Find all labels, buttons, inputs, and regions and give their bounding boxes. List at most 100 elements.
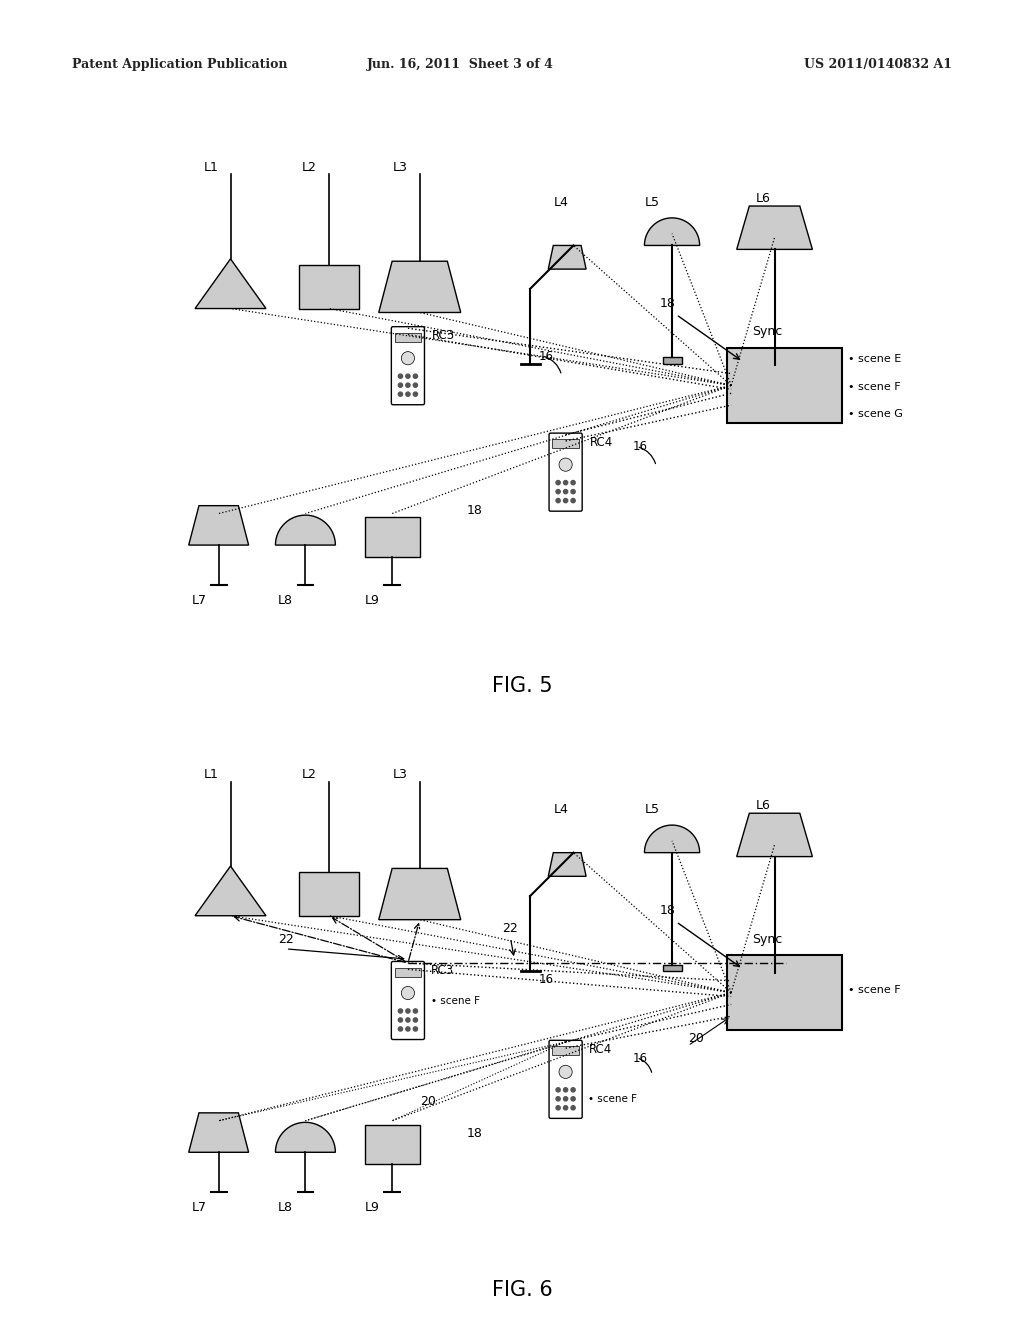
- Circle shape: [559, 1065, 572, 1078]
- Text: L3: L3: [392, 768, 408, 780]
- Text: L2: L2: [302, 161, 316, 173]
- Text: RC4: RC4: [590, 436, 613, 449]
- Text: RC3: RC3: [432, 330, 456, 342]
- Circle shape: [571, 480, 575, 484]
- Bar: [727, 956, 842, 1030]
- Bar: [552, 440, 579, 449]
- Text: 16: 16: [633, 441, 648, 454]
- Circle shape: [563, 499, 567, 503]
- Circle shape: [563, 480, 567, 484]
- Text: RC3: RC3: [431, 965, 454, 977]
- Circle shape: [398, 1018, 402, 1022]
- Text: • scene F: • scene F: [848, 381, 900, 392]
- Circle shape: [406, 383, 410, 387]
- Text: 18: 18: [467, 1126, 483, 1139]
- Text: 22: 22: [278, 933, 294, 946]
- Polygon shape: [548, 246, 586, 269]
- Circle shape: [563, 1097, 567, 1101]
- Circle shape: [398, 392, 402, 396]
- Text: L4: L4: [554, 804, 569, 816]
- Polygon shape: [548, 853, 586, 876]
- Text: 16: 16: [633, 1052, 648, 1065]
- Text: Jun. 16, 2011  Sheet 3 of 4: Jun. 16, 2011 Sheet 3 of 4: [368, 58, 554, 71]
- Circle shape: [556, 1097, 560, 1101]
- Bar: [663, 965, 682, 972]
- Polygon shape: [188, 506, 249, 545]
- Bar: [765, 973, 784, 979]
- Text: 20: 20: [420, 1096, 435, 1107]
- Text: L6: L6: [756, 193, 770, 205]
- Text: FIG. 5: FIG. 5: [492, 676, 553, 697]
- Text: L8: L8: [279, 594, 293, 607]
- Circle shape: [398, 383, 402, 387]
- Polygon shape: [195, 866, 266, 916]
- Circle shape: [556, 1088, 560, 1092]
- Text: L5: L5: [645, 197, 659, 209]
- Polygon shape: [644, 218, 699, 246]
- Bar: [552, 1047, 579, 1056]
- Circle shape: [398, 374, 402, 379]
- Text: L7: L7: [191, 594, 207, 607]
- Bar: [299, 873, 359, 916]
- Bar: [365, 517, 420, 557]
- Bar: [394, 968, 421, 977]
- Text: • scene F: • scene F: [589, 1094, 638, 1104]
- FancyBboxPatch shape: [391, 961, 425, 1040]
- Circle shape: [406, 1018, 410, 1022]
- FancyBboxPatch shape: [549, 1040, 583, 1118]
- Circle shape: [571, 499, 575, 503]
- Bar: [727, 348, 842, 422]
- Text: 18: 18: [660, 297, 676, 310]
- Text: L9: L9: [365, 594, 380, 607]
- Text: Sync: Sync: [753, 326, 782, 338]
- Text: 18: 18: [467, 503, 483, 516]
- Circle shape: [571, 490, 575, 494]
- Circle shape: [563, 1106, 567, 1110]
- Bar: [365, 1125, 420, 1164]
- Text: • scene E: • scene E: [848, 354, 901, 364]
- Circle shape: [398, 1027, 402, 1031]
- Bar: [299, 265, 359, 309]
- Polygon shape: [379, 869, 461, 920]
- Text: 16: 16: [539, 350, 553, 363]
- Polygon shape: [275, 515, 336, 545]
- Text: L1: L1: [204, 768, 218, 780]
- Text: 16: 16: [539, 973, 553, 986]
- Circle shape: [406, 392, 410, 396]
- Circle shape: [556, 490, 560, 494]
- Text: • scene G: • scene G: [848, 409, 903, 420]
- Circle shape: [563, 1088, 567, 1092]
- Text: RC4: RC4: [589, 1043, 611, 1056]
- Polygon shape: [188, 1113, 249, 1152]
- Text: FIG. 6: FIG. 6: [492, 1280, 553, 1300]
- Text: Patent Application Publication: Patent Application Publication: [72, 58, 287, 71]
- Bar: [663, 358, 682, 364]
- Polygon shape: [736, 206, 812, 249]
- Text: L9: L9: [365, 1201, 380, 1214]
- Polygon shape: [644, 825, 699, 853]
- Circle shape: [406, 374, 410, 379]
- Text: • scene F: • scene F: [848, 985, 900, 995]
- Circle shape: [414, 392, 418, 396]
- Bar: [765, 366, 784, 372]
- Text: L6: L6: [756, 800, 770, 812]
- Polygon shape: [195, 259, 266, 309]
- Circle shape: [556, 1106, 560, 1110]
- Text: 20: 20: [688, 1032, 703, 1045]
- Circle shape: [401, 986, 415, 999]
- Text: L1: L1: [204, 161, 218, 173]
- FancyBboxPatch shape: [549, 433, 583, 511]
- Polygon shape: [275, 1122, 336, 1152]
- Text: L8: L8: [279, 1201, 293, 1214]
- Text: L3: L3: [392, 161, 408, 173]
- Circle shape: [414, 1018, 418, 1022]
- Bar: [394, 333, 421, 342]
- FancyBboxPatch shape: [391, 326, 425, 405]
- Polygon shape: [736, 813, 812, 857]
- Text: 18: 18: [660, 904, 676, 917]
- Circle shape: [398, 1008, 402, 1012]
- Circle shape: [414, 383, 418, 387]
- Circle shape: [406, 1027, 410, 1031]
- Text: L7: L7: [191, 1201, 207, 1214]
- Text: • scene F: • scene F: [431, 997, 480, 1006]
